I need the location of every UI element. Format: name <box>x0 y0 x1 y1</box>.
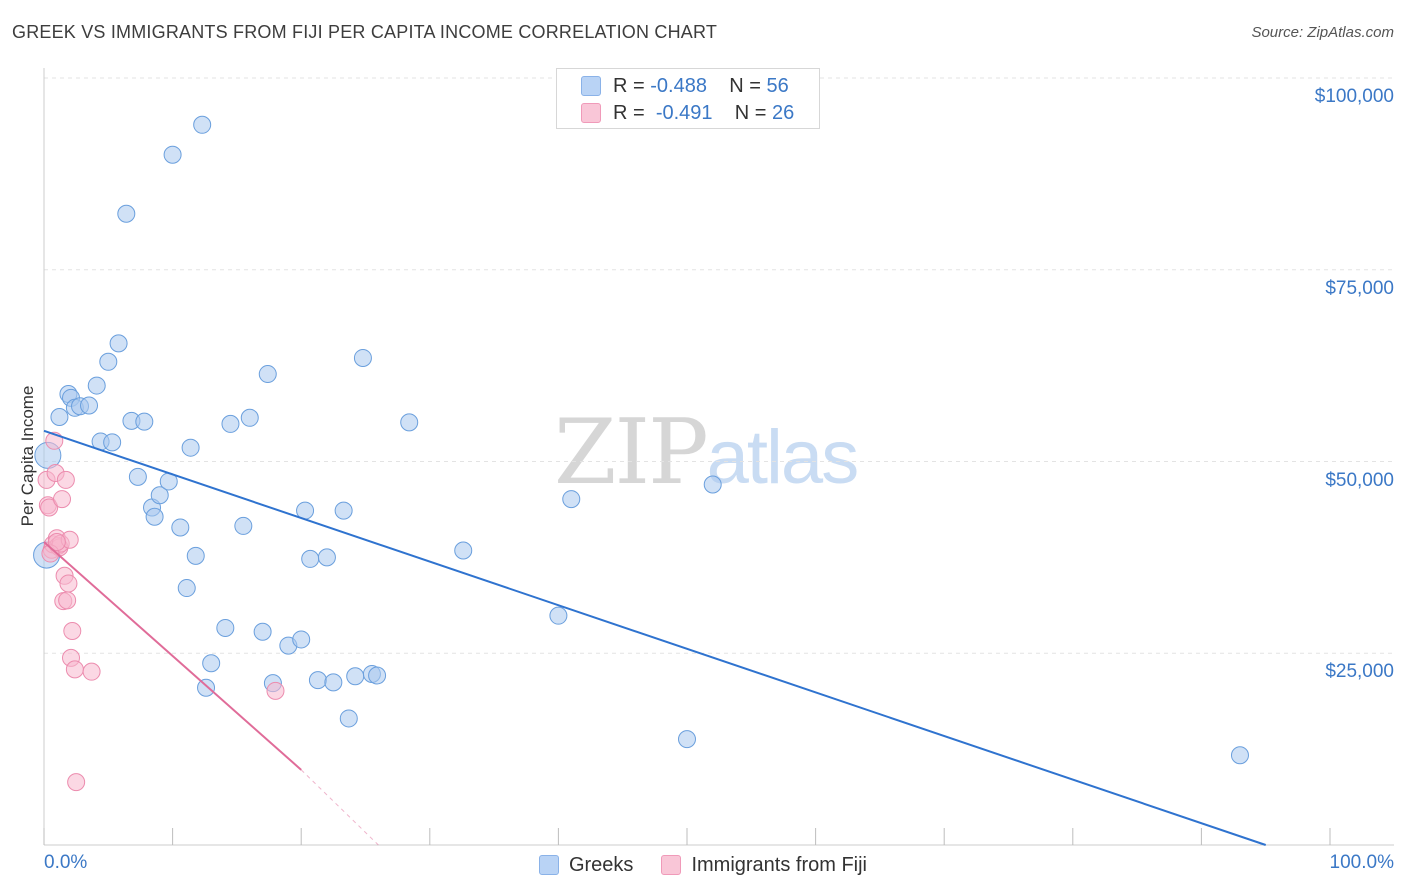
greeks-swatch <box>538 855 559 875</box>
grid-layer <box>44 77 1394 654</box>
greeks-point <box>171 518 190 537</box>
greeks-point <box>334 501 353 520</box>
fiji-point <box>47 533 66 552</box>
fiji-point <box>59 574 78 593</box>
x-tick-label-max: 100.0% <box>1329 852 1394 873</box>
greeks-point <box>177 579 196 598</box>
watermark-atlas: atlas <box>706 415 860 500</box>
fiji-swatch <box>661 855 682 875</box>
greeks-point <box>317 548 336 567</box>
greeks-point <box>163 145 182 164</box>
fiji-point <box>53 490 72 509</box>
greeks-point <box>193 115 212 134</box>
fiji-trend-extension <box>300 769 379 846</box>
greeks-point <box>202 654 221 673</box>
legend-row-fiji: R = -0.491 N = 26 <box>581 100 794 126</box>
n-value: 26 <box>772 101 795 124</box>
greeks-point <box>454 541 473 560</box>
greeks-point <box>400 413 419 432</box>
legend-item-fiji[interactable]: Immigrants from Fiji <box>661 854 867 877</box>
greeks-point <box>258 365 277 384</box>
greeks-point <box>346 667 365 686</box>
greeks-point <box>145 507 164 526</box>
greeks-point <box>368 666 387 685</box>
n-label: N = <box>729 74 761 97</box>
greeks-point <box>221 414 240 433</box>
r-value: -0.488 <box>650 74 707 97</box>
greeks-point <box>128 467 147 486</box>
r-value: -0.491 <box>655 101 713 124</box>
fiji-point <box>40 498 59 517</box>
y-tick-label: $25,000 <box>1325 661 1394 683</box>
fiji-point <box>56 470 75 489</box>
greeks-point <box>1230 746 1249 765</box>
greeks-point <box>80 396 99 415</box>
y-tick-label: $75,000 <box>1325 277 1394 299</box>
greeks-point <box>181 438 200 457</box>
watermark-zip: ZIP <box>554 400 709 505</box>
n-label: N = <box>734 101 767 124</box>
fiji-swatch <box>581 103 601 123</box>
greeks-point <box>253 622 272 641</box>
correlation-legend: R = -0.488 N = 56 R = -0.491 N = 26 <box>556 68 820 129</box>
y-axis-label: Per Capita Income <box>18 385 37 527</box>
greeks-point <box>117 204 136 223</box>
x-tick-label-min: 0.0% <box>44 852 88 873</box>
greeks-point <box>216 618 235 637</box>
greeks-point <box>324 673 343 692</box>
legend-item-greeks[interactable]: Greeks <box>538 853 634 877</box>
greeks-point <box>353 348 372 367</box>
r-label: R = <box>613 74 645 97</box>
greeks-swatch <box>581 76 601 96</box>
watermark: ZIPatlas <box>554 400 860 505</box>
greeks-point <box>240 408 259 427</box>
greeks-point <box>135 412 154 431</box>
fiji-point <box>266 681 285 700</box>
fiji-point <box>58 591 77 610</box>
n-value: 56 <box>766 74 789 97</box>
fiji-point <box>67 773 86 792</box>
greeks-point <box>109 334 128 353</box>
r-label: R = <box>613 101 645 124</box>
fiji-point <box>65 660 84 679</box>
points-layer <box>33 115 1249 792</box>
greeks-point <box>678 730 696 749</box>
greeks-point <box>234 516 253 535</box>
fiji-trend-line <box>43 541 302 771</box>
greeks-point <box>339 709 358 728</box>
greeks-point <box>99 352 118 371</box>
greeks-point <box>87 376 106 395</box>
greeks-point <box>308 671 327 690</box>
greeks-point <box>103 433 122 452</box>
y-tick-label: $100,000 <box>1314 86 1394 107</box>
greeks-point <box>292 630 311 649</box>
greeks-point <box>186 546 205 565</box>
series-legend: Greeks Immigrants from Fiji <box>0 850 1406 880</box>
y-tick-label: $50,000 <box>1325 469 1394 491</box>
greeks-point <box>150 486 169 505</box>
fiji-point <box>63 622 82 641</box>
axis-layer <box>43 68 1394 846</box>
greeks-point <box>197 678 216 697</box>
chart-title: GREEK VS IMMIGRANTS FROM FIJI PER CAPITA… <box>12 22 718 42</box>
greeks-point <box>301 549 320 568</box>
fiji-point <box>82 662 101 681</box>
greeks-trend-line <box>43 429 1267 846</box>
greeks-point <box>50 408 69 427</box>
greeks-point <box>703 475 722 494</box>
legend-row-greeks: R = -0.488 N = 56 <box>581 73 789 99</box>
greeks-point <box>549 606 568 625</box>
legend-label-fiji: Immigrants from Fiji <box>691 853 868 876</box>
chart-source: Source: ZipAtlas.com <box>1251 24 1394 41</box>
greeks-point <box>562 490 581 509</box>
trend-layer <box>43 429 1267 846</box>
legend-label-greeks: Greeks <box>568 853 634 876</box>
